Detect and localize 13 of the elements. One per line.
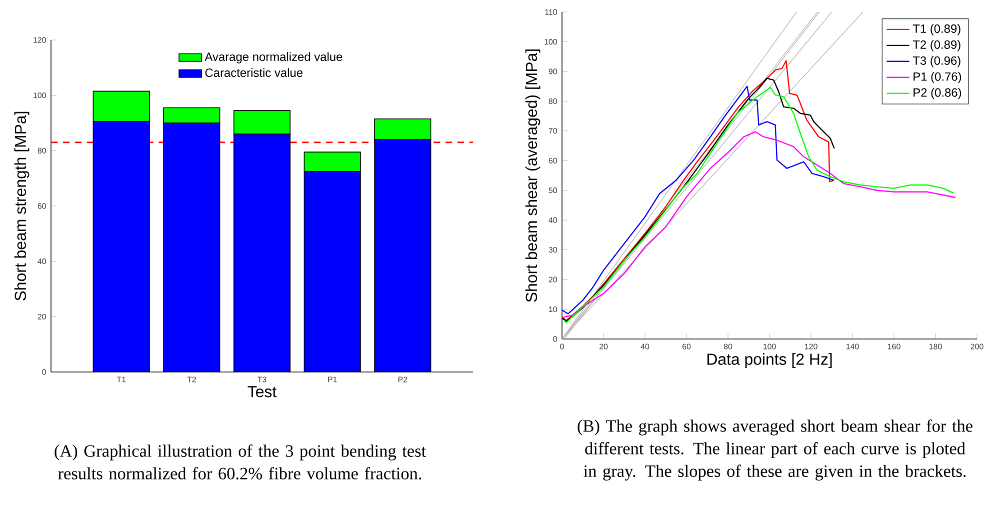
legend-label: T1 (0.89) — [912, 24, 960, 36]
x-axis-title: Data points [2 Hz] — [707, 353, 832, 368]
y-axis-title: Short beam shear (averaged) [MPa] — [525, 50, 540, 302]
y-axis-title: Short beam strength [MPa] — [14, 112, 30, 301]
legend-label: Caracteristic value — [205, 68, 303, 77]
legend-label: Avarage normalized value — [204, 52, 342, 64]
legend-label: P2 (0.86) — [914, 88, 962, 100]
legend-label: P1 (0.76) — [914, 72, 962, 84]
text: (A) Graphical illustration of the 3 point bending test results normalized for 60.2% fibre volume fraction. — [54, 444, 426, 480]
x-axis-title: Test — [248, 386, 277, 398]
text: (B) The graph shows averaged short beam shear for the different tests. The linear part of each curve is ploted in gray. The slopes of these are given in the brackets. — [578, 419, 972, 481]
legend-label: T3 (0.96) — [912, 56, 960, 68]
legend-label: T2 (0.89) — [912, 40, 960, 52]
